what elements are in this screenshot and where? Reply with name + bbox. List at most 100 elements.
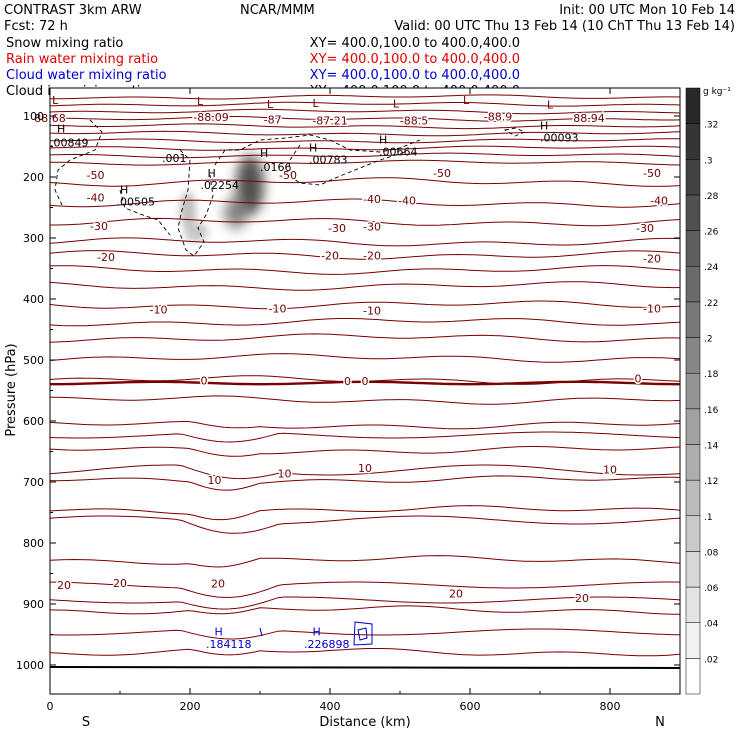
y-tick-label: 300 (23, 232, 44, 245)
field-range: XY= 400.0,100.0 to 400.0,400.0 (310, 36, 520, 51)
colorbar-bin (685, 230, 701, 267)
cloud-water-contour (259, 627, 263, 637)
temperature-label: -40 (650, 194, 668, 207)
temperature-label: 20 (211, 578, 225, 591)
extremum-marker: H (215, 626, 223, 639)
isotherm-line (50, 159, 681, 166)
isotherm-line (50, 217, 681, 227)
temperature-label: -30 (90, 220, 108, 233)
colorbar-tick-label: .24 (704, 263, 719, 273)
isotherm-line (49, 605, 680, 615)
colorbar-tick-label: .12 (704, 477, 718, 487)
x-tick-label: 0 (47, 700, 54, 713)
y-tick-label: 1000 (16, 659, 44, 672)
extremum-marker: H (57, 122, 65, 135)
cloud-water-contour (353, 621, 373, 646)
colorbar-tick-label: .2 (704, 335, 713, 345)
isotherm-line (49, 130, 681, 137)
colorbar-bin (685, 265, 701, 303)
temperature-label: 0 (344, 375, 351, 388)
colorbar-tick-label: .32 (704, 121, 718, 131)
isotherm-line (49, 145, 681, 151)
temperature-contours (49, 94, 681, 669)
temperature-label: -20 (321, 249, 339, 262)
colorbar-bin (685, 123, 701, 160)
y-tick-label: 600 (23, 415, 44, 428)
extremum-marker: L (463, 94, 470, 107)
north-label: N (655, 715, 665, 730)
colorbar-bin (685, 551, 701, 588)
y-tick-label: 400 (23, 293, 44, 306)
x-tick-label: 200 (180, 700, 201, 713)
isotherm-line (49, 628, 681, 640)
temperature-label: -50 (87, 169, 105, 182)
temperature-label: -87 (264, 113, 282, 126)
temperature-label: 20 (57, 579, 71, 592)
isotherm-line (49, 108, 681, 115)
colorbar-bin (685, 408, 701, 445)
y-tick-label: 800 (23, 537, 44, 550)
isotherm-line (49, 505, 681, 521)
isotherm-line (49, 281, 681, 291)
field-range: XY= 400.0,100.0 to 400.0,400.0 (310, 52, 520, 67)
isotherm-line (49, 123, 681, 130)
y-tick-label: 500 (23, 354, 44, 367)
colorbar-bin (685, 586, 701, 623)
isotherm-line (49, 431, 681, 443)
extremum-marker: H (540, 119, 548, 132)
colorbar-unit: g kg⁻¹ (703, 87, 731, 97)
isotherm-line (49, 446, 681, 457)
isotherm-line (49, 464, 681, 480)
temperature-label: 0 (635, 373, 642, 386)
extremum-marker: H (208, 167, 216, 180)
colorbar-tick-label: .18 (704, 370, 719, 380)
ice-contour (214, 134, 421, 166)
temperature-label: -40 (398, 194, 416, 207)
ice-value-label: .00505 (117, 196, 156, 209)
colorbar-tick-label: .28 (704, 192, 719, 202)
extremum-marker: L (393, 97, 400, 110)
field-name: Rain water mixing ratio (6, 52, 158, 67)
isotherm-line (49, 596, 681, 610)
temperature-label: 10 (208, 474, 222, 487)
temperature-label: -30 (328, 222, 346, 235)
ice-contour (287, 144, 406, 186)
extremum-marker: L (313, 97, 320, 110)
colorbar-tick-label: .16 (704, 406, 719, 416)
colorbar-tick-label: .26 (704, 228, 719, 238)
isotherm-line (49, 300, 681, 310)
temperature-label: -30 (636, 222, 654, 235)
temperature-label: -10 (150, 304, 168, 317)
colorbar-tick-label: .1 (704, 513, 713, 523)
isotherm-line (49, 318, 681, 327)
temperature-label: 10 (603, 463, 617, 476)
forecast-hour: Fcst: 72 h (4, 19, 68, 34)
colorbar-bin (685, 159, 701, 196)
isotherm-line (49, 353, 681, 363)
colorbar-bin (685, 444, 701, 481)
y-tick-label: 100 (23, 110, 44, 123)
ice-contour (54, 119, 103, 206)
field-name: Cloud water mixing ratio (6, 68, 167, 83)
extremum-marker: L (52, 94, 59, 107)
temperature-label: -50 (433, 167, 451, 180)
colorbar: .02 .04 .06 .08 .1 .12 .14 .16 .18 .2 .22 .24 .26 .28… (685, 87, 731, 695)
valid-time: Valid: 00 UTC Thu 13 Feb 14 (10 ChT Thu … (394, 19, 735, 34)
colorbar-bin (685, 87, 701, 124)
ice-value-label: .0166 (260, 161, 292, 174)
isotherm-line (49, 237, 681, 247)
temperature-label: 20 (575, 592, 589, 605)
field-range: XY= 400.0,100.0 to 400.0,400.0 (310, 68, 520, 83)
center-title: NCAR/MMM (240, 3, 315, 18)
isotherm-line (49, 475, 681, 491)
y-tick-label: 900 (23, 598, 44, 611)
snow-shading (180, 155, 264, 242)
temperature-label: 88.94 (573, 112, 605, 125)
temperature-label: 20 (449, 587, 463, 600)
temperature-label: 20 (113, 577, 127, 590)
isotherm-line (50, 138, 680, 144)
isotherm-line (49, 250, 681, 260)
